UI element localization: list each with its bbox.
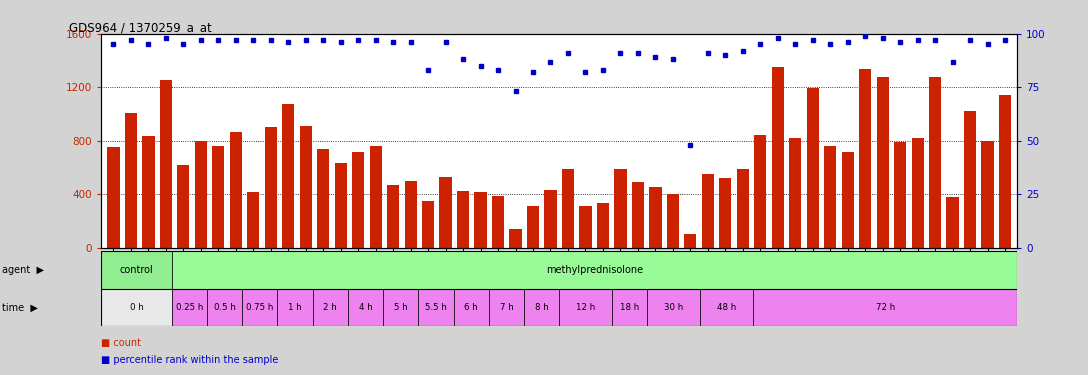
Bar bbox=[489, 289, 524, 326]
Bar bbox=[860, 69, 871, 248]
Bar bbox=[561, 169, 574, 248]
Bar bbox=[613, 289, 647, 326]
Bar bbox=[387, 185, 399, 248]
Bar bbox=[647, 289, 701, 326]
Bar bbox=[964, 111, 976, 248]
Bar bbox=[737, 170, 749, 248]
Bar bbox=[824, 146, 837, 248]
Text: 48 h: 48 h bbox=[717, 303, 737, 312]
Text: 72 h: 72 h bbox=[876, 303, 894, 312]
Bar bbox=[277, 289, 312, 326]
Text: 8 h: 8 h bbox=[534, 303, 548, 312]
Bar bbox=[632, 182, 644, 248]
Bar bbox=[108, 147, 120, 248]
Bar bbox=[615, 169, 627, 248]
Text: 6 h: 6 h bbox=[465, 303, 478, 312]
Bar bbox=[719, 178, 731, 248]
Bar bbox=[579, 206, 592, 248]
Bar bbox=[559, 289, 613, 326]
Bar bbox=[667, 194, 679, 248]
Bar bbox=[160, 80, 172, 248]
Text: time  ▶: time ▶ bbox=[2, 303, 38, 312]
Text: 5.5 h: 5.5 h bbox=[425, 303, 447, 312]
Bar bbox=[524, 289, 559, 326]
Bar bbox=[894, 142, 906, 248]
Bar bbox=[172, 289, 207, 326]
Text: ■ percentile rank within the sample: ■ percentile rank within the sample bbox=[101, 356, 279, 365]
Text: methylprednisolone: methylprednisolone bbox=[546, 265, 643, 275]
Text: agent  ▶: agent ▶ bbox=[2, 265, 45, 275]
Bar bbox=[177, 165, 189, 248]
Bar bbox=[299, 126, 312, 248]
Bar bbox=[947, 197, 959, 248]
Bar bbox=[405, 182, 417, 248]
Bar bbox=[789, 138, 802, 248]
Bar bbox=[370, 146, 382, 248]
Bar bbox=[509, 229, 521, 248]
Bar bbox=[544, 190, 557, 248]
Bar bbox=[212, 146, 224, 248]
Bar bbox=[230, 132, 242, 248]
Text: 1 h: 1 h bbox=[288, 303, 301, 312]
Text: ■ count: ■ count bbox=[101, 338, 141, 348]
Text: 7 h: 7 h bbox=[499, 303, 514, 312]
Bar bbox=[101, 289, 172, 326]
Bar bbox=[264, 127, 276, 248]
Text: control: control bbox=[120, 265, 153, 275]
Bar bbox=[912, 138, 924, 248]
Text: 4 h: 4 h bbox=[359, 303, 372, 312]
Bar bbox=[454, 289, 489, 326]
Text: 5 h: 5 h bbox=[394, 303, 408, 312]
Bar bbox=[195, 141, 207, 248]
Bar bbox=[440, 177, 452, 248]
Bar bbox=[999, 94, 1011, 248]
Bar bbox=[457, 191, 469, 248]
Bar bbox=[422, 201, 434, 248]
Bar bbox=[312, 289, 348, 326]
Bar bbox=[929, 76, 941, 248]
Bar bbox=[754, 135, 766, 248]
Bar bbox=[317, 148, 330, 248]
Bar bbox=[492, 196, 504, 248]
Bar bbox=[701, 289, 753, 326]
Bar bbox=[981, 141, 993, 248]
Text: 30 h: 30 h bbox=[664, 303, 683, 312]
Bar bbox=[753, 289, 1017, 326]
Bar bbox=[125, 112, 137, 248]
Bar bbox=[207, 289, 243, 326]
Bar bbox=[101, 251, 172, 289]
Text: 2 h: 2 h bbox=[323, 303, 337, 312]
Bar bbox=[597, 203, 609, 248]
Bar bbox=[383, 289, 418, 326]
Text: GDS964 / 1370259_a_at: GDS964 / 1370259_a_at bbox=[70, 21, 212, 34]
Bar bbox=[806, 88, 819, 248]
Bar bbox=[842, 152, 854, 248]
Bar bbox=[771, 67, 783, 248]
Bar bbox=[418, 289, 454, 326]
Bar bbox=[143, 136, 154, 248]
Bar bbox=[684, 234, 696, 248]
Bar bbox=[335, 163, 347, 248]
Text: 0 h: 0 h bbox=[129, 303, 144, 312]
Text: 0.75 h: 0.75 h bbox=[246, 303, 273, 312]
Text: 0.25 h: 0.25 h bbox=[175, 303, 203, 312]
Bar bbox=[348, 289, 383, 326]
Bar bbox=[702, 174, 714, 248]
Bar bbox=[877, 77, 889, 248]
Text: 12 h: 12 h bbox=[576, 303, 595, 312]
Bar bbox=[247, 192, 259, 248]
Text: 0.5 h: 0.5 h bbox=[213, 303, 235, 312]
Bar bbox=[243, 289, 277, 326]
Bar bbox=[650, 188, 662, 248]
Bar bbox=[353, 152, 364, 248]
Bar bbox=[527, 206, 540, 248]
Text: 18 h: 18 h bbox=[620, 303, 640, 312]
Bar bbox=[282, 104, 295, 248]
Bar bbox=[474, 192, 486, 248]
